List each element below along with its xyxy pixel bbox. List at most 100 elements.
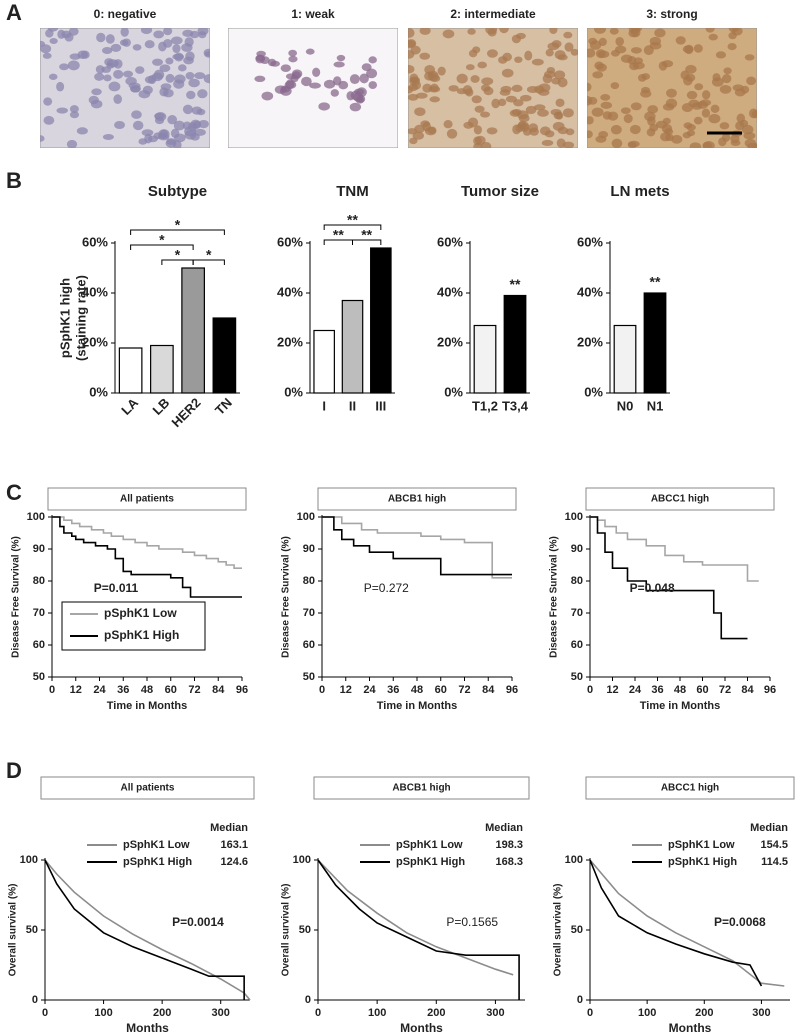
nucleus xyxy=(708,33,718,41)
x-tick-label: 24 xyxy=(93,684,106,696)
nucleus xyxy=(746,76,757,86)
chart-title: All patients xyxy=(121,783,175,794)
x-tick-label: 200 xyxy=(153,1007,171,1019)
x-tick-label: 84 xyxy=(482,684,495,696)
nucleus xyxy=(323,79,336,89)
nucleus xyxy=(132,44,142,51)
nucleus xyxy=(620,107,631,114)
nucleus xyxy=(40,44,52,54)
significance-label: * xyxy=(159,232,165,248)
nucleus xyxy=(101,47,113,54)
nucleus xyxy=(409,76,420,83)
significance-label: ** xyxy=(361,227,372,243)
x-tick-label: 84 xyxy=(741,684,754,696)
survival-curve xyxy=(322,516,512,579)
y-tick-label: 60 xyxy=(303,639,315,651)
nucleus xyxy=(368,56,377,64)
x-tick-label: N1 xyxy=(647,398,664,413)
nucleus xyxy=(194,72,206,80)
nucleus xyxy=(338,80,349,90)
nucleus xyxy=(288,55,298,63)
bar xyxy=(313,329,335,394)
nucleus xyxy=(497,98,507,107)
x-axis-label: Time in Months xyxy=(107,700,187,712)
nucleus xyxy=(600,93,611,101)
y-tick-label: 20% xyxy=(277,334,303,349)
nucleus xyxy=(122,70,133,78)
p-value: P=0.011 xyxy=(94,581,139,595)
nucleus xyxy=(587,48,596,58)
nucleus xyxy=(162,88,174,98)
nucleus xyxy=(125,77,137,86)
nucleus xyxy=(589,40,602,50)
nucleus xyxy=(135,66,145,74)
x-tick-label: 12 xyxy=(70,684,82,696)
nucleus xyxy=(646,128,656,137)
y-tick-label: 80 xyxy=(33,575,45,587)
nucleus xyxy=(467,28,476,35)
y-tick-label: 0% xyxy=(584,384,603,399)
micrograph xyxy=(408,28,578,148)
y-tick-label: 40% xyxy=(277,284,303,299)
nucleus xyxy=(465,64,475,71)
nucleus xyxy=(61,30,72,39)
nucleus xyxy=(430,83,439,92)
nucleus xyxy=(420,120,430,128)
legend-header: Median xyxy=(750,822,788,834)
nucleus xyxy=(637,73,647,82)
nucleus xyxy=(477,61,487,69)
y-tick-label: 50 xyxy=(26,924,38,936)
nucleus xyxy=(739,119,749,128)
significance-label: * xyxy=(175,217,181,233)
y-tick-label: 100 xyxy=(297,511,315,523)
image-caption: 2: intermediate xyxy=(450,7,536,21)
y-tick-label: 70 xyxy=(571,607,583,619)
nucleus xyxy=(172,53,184,60)
nucleus xyxy=(77,50,88,60)
nucleus xyxy=(474,105,485,113)
nucleus xyxy=(537,109,549,117)
x-tick-label: 0 xyxy=(315,1007,321,1019)
nucleus xyxy=(419,28,431,35)
nucleus xyxy=(693,116,703,125)
y-tick-label: 40% xyxy=(82,284,108,299)
nucleus xyxy=(336,54,346,62)
nucleus xyxy=(480,142,492,148)
nucleus xyxy=(456,73,468,84)
y-tick-label: 40% xyxy=(577,284,603,299)
nucleus xyxy=(196,108,206,116)
nucleus xyxy=(261,91,274,101)
y-axis-label: pSphK1 high xyxy=(57,278,72,358)
nucleus xyxy=(91,88,102,96)
survival-curve xyxy=(317,859,514,976)
nucleus xyxy=(546,67,556,74)
image-caption: 0: negative xyxy=(94,7,157,21)
nucleus xyxy=(165,57,174,65)
nucleus xyxy=(553,70,566,80)
nucleus xyxy=(157,133,170,141)
nucleus xyxy=(186,90,196,100)
nucleus xyxy=(256,50,266,57)
nucleus xyxy=(182,29,194,37)
nucleus xyxy=(140,28,153,35)
bar xyxy=(643,292,667,394)
nucleus xyxy=(554,50,566,60)
nucleus xyxy=(203,74,210,84)
x-tick-label: 200 xyxy=(427,1007,445,1019)
nucleus xyxy=(675,36,686,45)
nucleus xyxy=(429,96,441,103)
nucleus xyxy=(481,77,494,86)
significance-label: ** xyxy=(347,212,358,228)
y-tick-label: 50 xyxy=(299,924,311,936)
survival-curve xyxy=(52,516,242,569)
nucleus xyxy=(512,124,521,135)
nucleus xyxy=(722,132,731,142)
nucleus xyxy=(154,117,165,125)
x-tick-label: 60 xyxy=(435,684,447,696)
nucleus xyxy=(301,76,312,87)
nucleus xyxy=(424,64,436,75)
nucleus xyxy=(437,66,446,76)
nucleus xyxy=(684,44,694,55)
y-axis-label: Disease Free Survival (%) xyxy=(11,536,22,658)
chart-title: Subtype xyxy=(148,183,207,200)
